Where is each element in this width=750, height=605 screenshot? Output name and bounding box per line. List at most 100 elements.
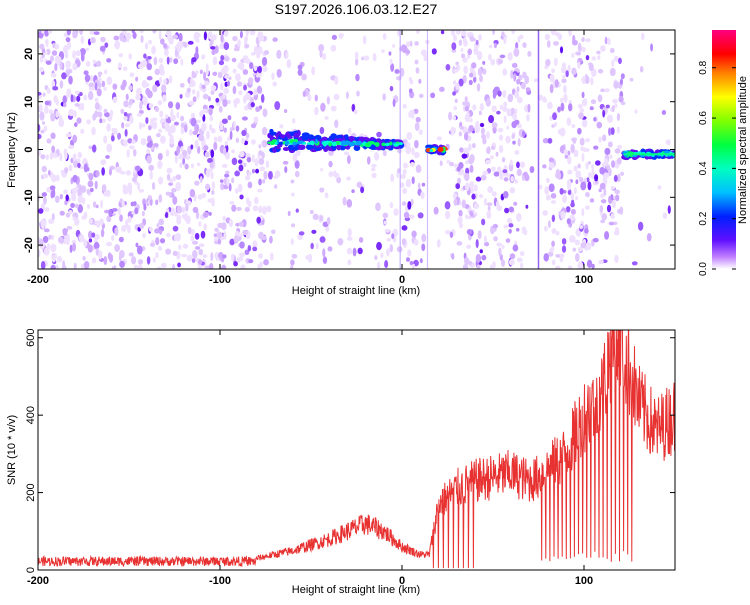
spectrogram-noise-blob [114,40,120,50]
spectrogram-noise-blob [525,204,529,209]
spectrogram-noise-blob [230,253,235,262]
spectrogram-noise-blob [125,93,129,101]
spectrogram-noise-blob [514,91,519,99]
spectrogram-noise-blob [93,31,100,36]
spectrogram-noise-blob [112,212,116,217]
spectrogram-noise-blob [456,166,461,172]
spec-ytick-label: 20 [23,48,35,60]
spectrogram-noise-blob [194,180,200,186]
spectrogram-noise-blob [257,231,264,240]
spectrogram-noise-blob [481,218,486,226]
colorbar: 0.0 0.2 0.4 0.6 0.8 Normalized spectral ampl… [698,30,749,276]
spectrogram-noise-blob [409,260,414,266]
spectrogram-noise-blob [191,72,197,79]
spectrogram-noise-blob [260,93,265,103]
spectrogram-noise-blob [662,212,668,219]
spectrogram-noise-blob [172,175,177,182]
spectrogram-noise-blob [604,88,610,93]
spectrogram-noise-blob [89,37,96,44]
spectrogram-noise-blob [112,96,118,104]
spectrogram-noise-blob [220,34,224,43]
spectrogram-noise-blob [514,150,520,155]
spectrogram-noise-blob [567,64,571,73]
spectrogram-noise-blob [464,113,470,123]
spectrogram-noise-blob [266,205,272,213]
spectrogram-signal-core [284,140,290,146]
spectrogram-noise-blob [232,35,238,42]
spectrogram-noise-blob [555,253,561,258]
spectrogram-noise-blob [297,68,303,76]
spectrogram-noise-blob [330,44,337,52]
spectrogram-noise-blob [73,160,78,168]
spectrogram-signal-core [350,142,356,147]
spectrogram-noise-blob [92,201,97,208]
spectrogram-noise-blob [179,162,183,169]
spectrogram-noise-blob [173,58,179,65]
spectrogram-noise-blob [148,226,153,232]
spectrogram-noise-blob [488,115,495,124]
spectrogram-noise-blob [452,80,457,85]
spectrogram-noise-blob [73,262,77,269]
spectrogram-noise-blob [118,236,124,243]
spectrogram-noise-blob [548,162,555,169]
spectrogram-noise-blob [516,78,521,85]
spectrogram-noise-blob [222,215,226,221]
spectrogram-noise-blob [337,238,344,246]
spectrogram-noise-blob [453,106,458,111]
spectrogram-noise-blob [402,103,407,109]
spectrogram-noise-blob [661,109,667,116]
spectrogram-noise-blob [502,90,507,98]
spectrogram-noise-blob [156,266,162,269]
spectrogram-noise-blob [241,116,248,121]
spectrogram-noise-blob [331,34,338,40]
spectrogram-noise-blob [239,241,245,249]
spectrogram-noise-blob [80,53,85,62]
spectrogram-noise-blob [594,160,601,166]
spectrogram-noise-blob [127,138,133,144]
spectrogram-noise-blob [233,99,237,104]
spectrogram-noise-blob [236,257,241,263]
spectrogram-noise-blob [111,266,116,269]
spectrogram-noise-blob [162,43,168,49]
spectrogram-noise-blob [346,176,351,181]
spectrogram-signal-core [385,142,390,147]
spectrogram-noise-blob [515,42,519,49]
spectrogram-noise-blob [106,76,113,85]
spec-ytick-label: -10 [23,189,35,205]
spectrogram-noise-blob [115,167,119,172]
spectrogram-noise-blob [414,41,419,46]
spectrogram-noise-blob [250,51,256,56]
spectrogram-noise-blob [314,106,319,116]
spectrogram-noise-blob [452,193,458,200]
spectrogram-noise-blob [117,132,122,140]
spectrogram-noise-blob [610,127,615,136]
spectrogram-noise-blob [235,137,240,143]
spectrogram-noise-blob [461,30,467,37]
spectrogram-noise-blob [83,260,90,269]
spectrogram-noise-blob [44,30,49,37]
spectrogram-noise-blob [110,135,115,142]
spectrogram-noise-blob [459,147,464,153]
spectrogram-noise-blob [165,248,172,255]
spectrogram-noise-blob [95,204,99,209]
spectrogram-noise-blob [167,131,172,137]
spectrogram-noise-blob [172,225,179,232]
spectrogram-noise-blob [598,136,602,143]
spectrogram-noise-blob [449,161,454,167]
spectrogram-noise-blob [55,174,60,182]
spectrogram-noise-blob [164,114,169,119]
spectrogram-noise-blob [453,68,459,73]
spectrogram-noise-blob [133,201,137,207]
spectrogram-noise-blob [239,194,244,200]
spec-xtick-label: 0 [399,274,405,286]
spectrogram-noise-blob [448,111,453,121]
spectrogram-noise-blob [345,91,349,100]
spectrogram-noise-blob [154,106,160,112]
spectrogram-noise-blob [207,96,211,102]
spectrogram-noise-blob [578,112,584,120]
spec-ytick-label: 0 [23,146,35,152]
spectrogram-noise-blob [38,249,41,258]
spectrogram-signal-core [364,142,371,148]
spectrogram-noise-blob [510,175,515,183]
spectrogram-noise-blob [70,202,75,209]
